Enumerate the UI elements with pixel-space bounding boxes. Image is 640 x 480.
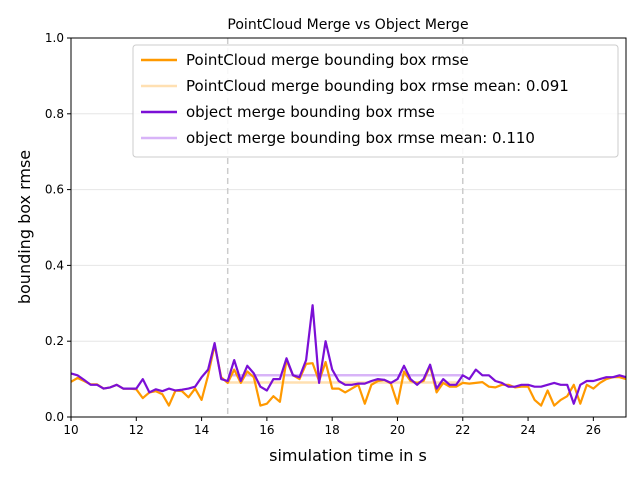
legend-label: object merge bounding box rmse mean: 0.1… [186,129,535,147]
x-tick-label: 18 [325,423,340,437]
series-layer [70,304,627,407]
series-line [70,343,627,407]
y-tick-label: 0.8 [45,107,64,121]
plot-frame [70,37,627,418]
legend: PointCloud merge bounding box rmse PointC… [132,44,619,158]
x-tick-label: 24 [520,423,535,437]
y-tick-label: 1.0 [45,31,64,45]
x-axis-label: simulation time in s [269,446,427,465]
x-axis: 10 12 14 16 18 20 22 24 26 [63,417,601,437]
legend-box [132,44,619,158]
chart-title: PointCloud Merge vs Object Merge [227,17,468,33]
y-axis-label: bounding box rmse [15,150,34,304]
x-tick-label: 14 [194,423,209,437]
y-tick-label: 0.6 [45,183,64,197]
legend-label: object merge bounding box rmse [186,103,435,121]
legend-label: PointCloud merge bounding box rmse [186,51,469,69]
y-tick-label: 0.4 [45,258,64,272]
x-tick-label: 20 [390,423,405,437]
series-line [70,304,627,405]
x-tick-label: 16 [259,423,274,437]
x-tick-label: 10 [63,423,78,437]
x-tick-label: 12 [129,423,144,437]
y-axis: 0.0 0.2 0.4 0.6 0.8 1.0 [45,31,71,424]
x-tick-label: 26 [586,423,601,437]
y-tick-label: 0.2 [45,334,64,348]
legend-label: PointCloud merge bounding box rmse mean:… [186,77,569,95]
y-tick-label: 0.0 [45,410,64,424]
x-tick-label: 22 [455,423,470,437]
